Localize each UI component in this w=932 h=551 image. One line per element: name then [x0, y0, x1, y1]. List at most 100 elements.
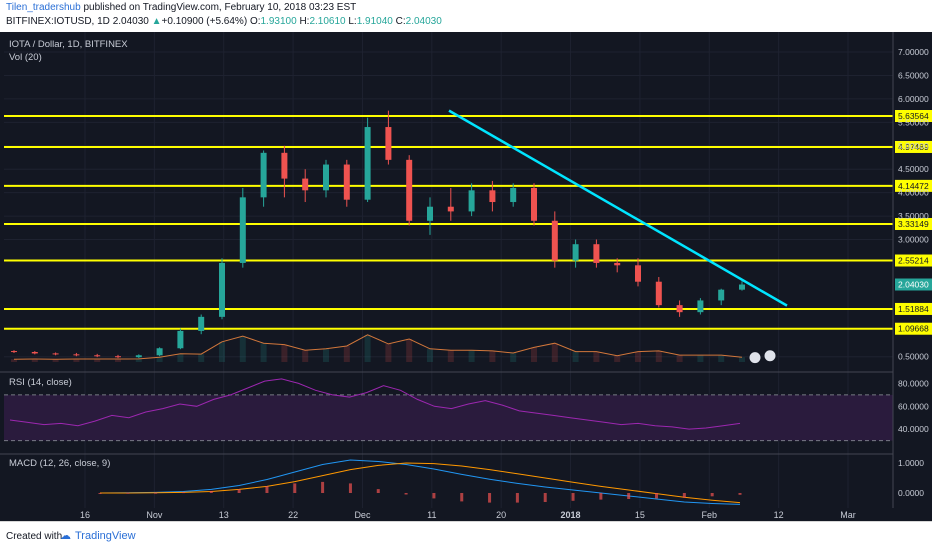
close-value: 2.04030	[405, 16, 442, 27]
candle-body	[614, 262, 621, 266]
x-tick-label: 12	[774, 510, 784, 520]
rsi-band	[4, 394, 893, 441]
volume-label: Vol (20)	[9, 52, 42, 63]
volume-bar	[697, 355, 704, 362]
candle-body	[697, 300, 704, 313]
level-label: 5.63564	[898, 111, 929, 121]
macd-histogram-bar	[321, 481, 325, 493]
macd-tick-label: 0.0000	[898, 488, 924, 498]
candle-body	[31, 352, 38, 354]
chart-canvas[interactable]: 5.63564 4.97489 4.14472 3.33149 2.55214 1.518…	[0, 32, 932, 521]
macd-histogram-bar	[738, 493, 742, 495]
candle-body	[302, 178, 309, 191]
level-label-bg	[895, 322, 932, 335]
volume-bar	[31, 359, 38, 362]
macd-histogram-bar	[348, 483, 352, 493]
price-tick-label: 4.00000	[898, 188, 929, 198]
symbol-name[interactable]: BITFINEX:IOTUSD, 1D	[6, 16, 110, 27]
macd-histogram-bar	[376, 489, 380, 493]
macd-histogram-bar	[488, 493, 492, 503]
x-tick-label: Feb	[702, 510, 718, 520]
low-label: L:	[348, 16, 357, 27]
candle-body	[531, 187, 537, 221]
flag-icon	[748, 351, 762, 365]
rsi-tick-label: 80.0000	[898, 378, 929, 388]
volume-bar	[177, 353, 184, 362]
price-tick-label: 0.50000	[898, 352, 929, 362]
volume-bar	[676, 355, 683, 362]
author-link[interactable]: Tilen_tradershub	[6, 2, 81, 13]
volume-bar	[447, 350, 454, 362]
price-change: +0.10900 (+5.64%)	[161, 16, 248, 27]
publish-line: Tilen_tradershub published on TradingVie…	[6, 2, 356, 13]
low-value: 1.91040	[356, 16, 393, 27]
chart-header: Tilen_tradershub published on TradingVie…	[0, 0, 932, 32]
level-label-bg	[895, 217, 932, 230]
footer: Created with ☁ TradingView	[0, 521, 932, 551]
candle-body	[219, 262, 225, 317]
price-tick-label: 6.50000	[898, 70, 929, 80]
macd-histogram-bar	[710, 493, 714, 497]
trendline-segment	[448, 109, 788, 307]
candle-body	[468, 190, 475, 212]
volume-bar	[198, 354, 205, 362]
rsi-pane: 80.0000 60.0000 40.0000	[0, 371, 929, 442]
level-label: 4.97489	[898, 142, 929, 152]
volume-bar	[219, 341, 225, 362]
main-title: IOTA / Dollar, 1D, BITFINEX	[9, 39, 128, 50]
x-tick-label: 22	[288, 510, 298, 520]
created-with: Created with	[6, 531, 63, 542]
x-tick-label: 2018	[561, 510, 581, 520]
candle-body	[676, 305, 683, 313]
candle-body	[260, 152, 267, 198]
candle-body	[489, 190, 496, 203]
price-tick-label: 5.00000	[898, 141, 929, 151]
price-tick-label: 6.00000	[898, 94, 929, 104]
level-label-bg	[895, 302, 932, 315]
high-value: 2.10610	[309, 16, 346, 27]
x-tick-label: 16	[80, 510, 90, 520]
macd-histogram-bar	[432, 493, 436, 499]
candle-body	[447, 206, 454, 212]
candle-body	[572, 244, 579, 261]
macd-histogram-bar	[543, 493, 547, 502]
candle-body	[406, 159, 413, 221]
volume-bar	[593, 351, 600, 362]
volume-bar	[655, 350, 662, 362]
price-tick-label: 5.50000	[898, 117, 929, 127]
candle-body	[11, 351, 17, 353]
x-tick-label: 13	[219, 510, 229, 520]
publish-text: published on TradingView.com, February 1…	[80, 2, 357, 13]
brand-name: TradingView	[75, 530, 136, 542]
candle-body	[551, 220, 558, 261]
trendline[interactable]	[448, 109, 788, 365]
change-arrow-icon: ▲	[151, 16, 162, 27]
level-label-bg	[895, 179, 932, 192]
volume-bar	[302, 350, 309, 362]
tradingview-logo[interactable]: ☁ TradingView	[60, 530, 136, 542]
macd-histogram-bar	[515, 493, 519, 503]
x-tick-label: Mar	[840, 510, 856, 520]
candle-body	[156, 348, 163, 356]
horizontal-levels: 5.63564 4.97489 4.14472 3.33149 2.55214 1.518…	[4, 110, 932, 335]
price-tick-label: 3.00000	[898, 235, 929, 245]
candle-body	[239, 197, 246, 263]
x-axis-strip	[0, 508, 932, 521]
level-label: 4.14472	[898, 181, 929, 191]
volume-bar	[364, 334, 371, 362]
x-tick-label: 15	[635, 510, 645, 520]
macd-histogram-bar	[154, 492, 158, 494]
candle-body	[655, 281, 662, 306]
level-label-bg	[895, 140, 932, 153]
macd-histogram-bar	[126, 492, 130, 494]
candle-body	[364, 127, 371, 200]
volume-bar	[489, 350, 496, 362]
level-label: 1.09668	[898, 324, 929, 334]
volume-bar	[718, 355, 725, 362]
volume-bar	[614, 355, 621, 362]
volume-bar	[135, 358, 142, 362]
close-label: C:	[395, 16, 406, 27]
axes: 16Nov1322Dec1120201815Feb12Mar16Nov1322D…	[0, 32, 932, 521]
x-tick-label: Nov	[146, 510, 163, 520]
x-tick-label: Dec	[354, 510, 371, 520]
